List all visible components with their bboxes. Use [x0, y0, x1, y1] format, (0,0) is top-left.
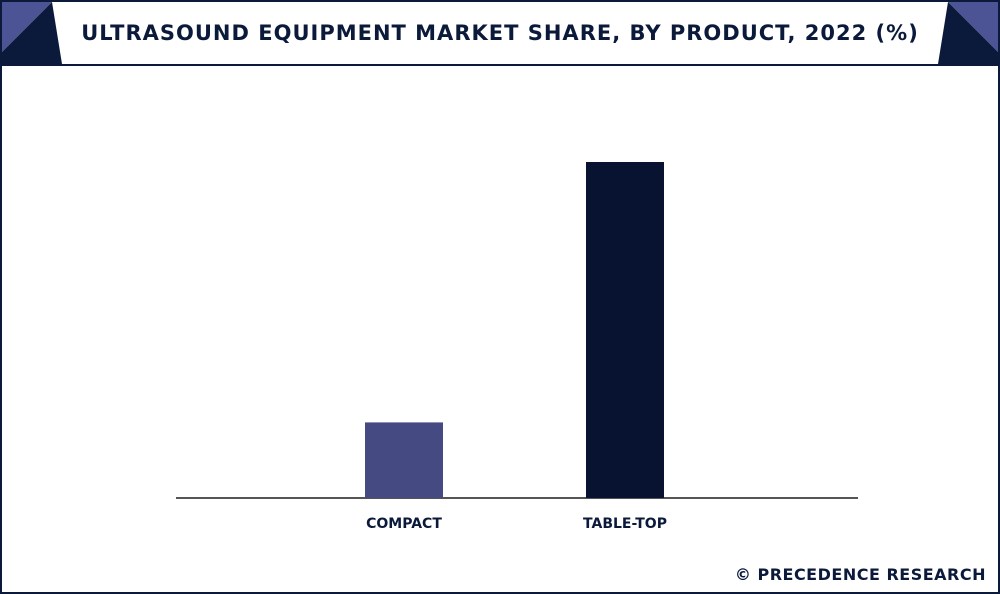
corner-dark-left	[2, 2, 62, 64]
bar-compact	[365, 422, 443, 498]
bar-table-top	[586, 162, 664, 498]
chart-header: ULTRASOUND EQUIPMENT MARKET SHARE, BY PR…	[2, 2, 998, 66]
corner-dark-right	[938, 2, 998, 64]
header-decoration	[2, 2, 998, 64]
chart-title: ULTRASOUND EQUIPMENT MARKET SHARE, BY PR…	[81, 21, 919, 45]
x-tick-label-table-top: TABLE-TOP	[583, 516, 667, 532]
x-tick-label-compact: COMPACT	[366, 516, 442, 532]
source-credit: © PRECEDENCE RESEARCH	[734, 565, 986, 584]
